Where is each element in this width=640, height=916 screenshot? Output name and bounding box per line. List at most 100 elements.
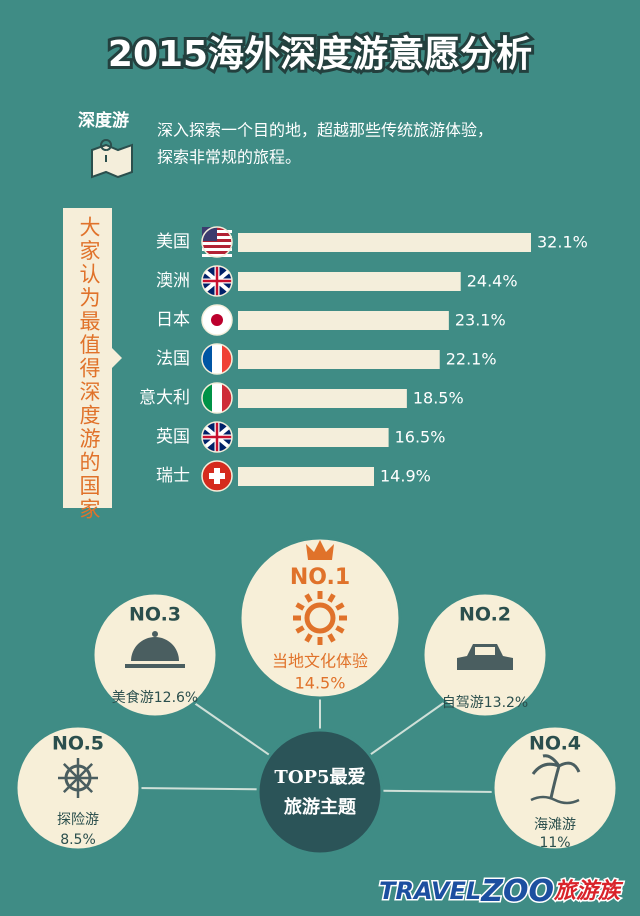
- map-icon: [91, 139, 133, 179]
- flag-icon: [201, 304, 233, 336]
- logo-part: ZOO: [480, 874, 554, 909]
- value-label: 22.1%: [446, 350, 497, 369]
- value-label: 14.9%: [380, 467, 431, 486]
- cloche: [131, 637, 179, 661]
- bar: [238, 272, 461, 291]
- theme-icon: [457, 644, 513, 670]
- theme-icon: [530, 754, 581, 805]
- logo-part: 旅游族: [553, 878, 624, 904]
- flag-cross: [202, 422, 232, 452]
- value-label: 18.5%: [413, 389, 464, 408]
- theme-name: 自驾游: [442, 695, 484, 711]
- flag-icon: [201, 460, 233, 492]
- plate: [125, 664, 185, 668]
- flag-icon: [201, 421, 233, 453]
- flag-ring: [201, 304, 233, 336]
- bar: [238, 467, 375, 486]
- sun-ray: [335, 625, 345, 634]
- description: 深入探索一个目的地，超越那些传统旅游体验，: [157, 121, 493, 140]
- flag-ring: [201, 382, 233, 414]
- flag-stripe: [212, 383, 222, 413]
- spoke: [62, 762, 79, 779]
- value-label: 24.4%: [467, 272, 518, 291]
- window: [475, 647, 495, 655]
- flag-stripe: [202, 242, 232, 245]
- category-label: 英国: [156, 427, 190, 447]
- value-label: 32.1%: [537, 233, 588, 252]
- rank: NO.1: [290, 565, 350, 590]
- bar: [238, 428, 389, 447]
- flag-icon: [201, 382, 233, 414]
- flag-canton: [202, 227, 217, 241]
- logo: TRAVELZOO旅游族: [379, 874, 624, 909]
- value-label: 16.5%: [395, 428, 446, 447]
- sun-ray: [304, 593, 313, 603]
- bar: [238, 350, 440, 369]
- flag-icon: [201, 226, 233, 258]
- theme-value: 8.5%: [60, 832, 96, 848]
- flag-stripe: [202, 254, 232, 257]
- theme-value: 12.6%: [154, 690, 198, 706]
- tag: 深度游: [78, 110, 129, 131]
- flag-stripe: [202, 344, 212, 374]
- sun-ray: [295, 602, 305, 611]
- flag-stripe: [202, 383, 212, 413]
- sun: [304, 602, 336, 634]
- side-label: 大家认为最值得深度游的国家: [77, 216, 101, 522]
- theme-bubble: [238, 536, 402, 700]
- sun-ray: [295, 625, 305, 634]
- flag-cross: [202, 266, 232, 296]
- value-label: 23.1%: [455, 311, 506, 330]
- flag-icon: [201, 265, 233, 297]
- rank: NO.3: [129, 604, 181, 626]
- category-label: 意大利: [139, 388, 190, 408]
- category-label: 法国: [156, 349, 190, 369]
- flag-stripe: [202, 248, 232, 251]
- theme-name: 当地文化体验: [272, 652, 368, 671]
- flag-ring: [201, 343, 233, 375]
- rank: NO.4: [529, 733, 581, 755]
- flag-ring: [201, 460, 233, 492]
- rank: NO.5: [52, 733, 104, 755]
- flag-ring: [201, 421, 233, 453]
- theme-text: 美食游12.6%: [112, 689, 198, 706]
- description: 探索非常规的旅程。: [157, 148, 301, 167]
- category-label: 日本: [156, 310, 190, 330]
- theme-name: 美食游: [112, 689, 154, 706]
- rank: NO.2: [459, 604, 511, 626]
- flag-stripe: [222, 344, 232, 374]
- side-box: [63, 208, 122, 508]
- theme-value: 13.2%: [484, 695, 528, 711]
- crown: [306, 540, 334, 560]
- spoke: [62, 777, 79, 794]
- flag-icon: [201, 343, 233, 375]
- flag-cross: [209, 473, 225, 479]
- theme-bubble: [491, 724, 619, 852]
- sun-ray: [304, 633, 313, 643]
- flag-stripe: [222, 383, 232, 413]
- sun-ray: [327, 593, 336, 603]
- bar: [238, 311, 449, 330]
- center-bubble: [256, 728, 384, 856]
- theme-icon: [58, 758, 98, 798]
- flag-ring: [201, 265, 233, 297]
- flag-sun: [211, 314, 223, 326]
- theme-text: 自驾游13.2%: [442, 695, 528, 711]
- knob: [152, 631, 158, 637]
- center-label: 旅游主题: [284, 796, 357, 818]
- logo-part: TRAVEL: [379, 877, 481, 905]
- category-label: 美国: [156, 232, 190, 252]
- category-label: 澳洲: [156, 271, 190, 291]
- center-label: TOP5最爱: [274, 767, 365, 788]
- theme-icon: [125, 631, 185, 668]
- spoke: [77, 777, 94, 794]
- car: [457, 644, 513, 670]
- theme-name: 探险游: [57, 812, 99, 828]
- category-label: 瑞士: [156, 466, 190, 486]
- spoke: [77, 762, 94, 779]
- theme-icon: [293, 540, 347, 645]
- theme-value: 14.5%: [295, 674, 346, 693]
- flag-stripe: [212, 344, 222, 374]
